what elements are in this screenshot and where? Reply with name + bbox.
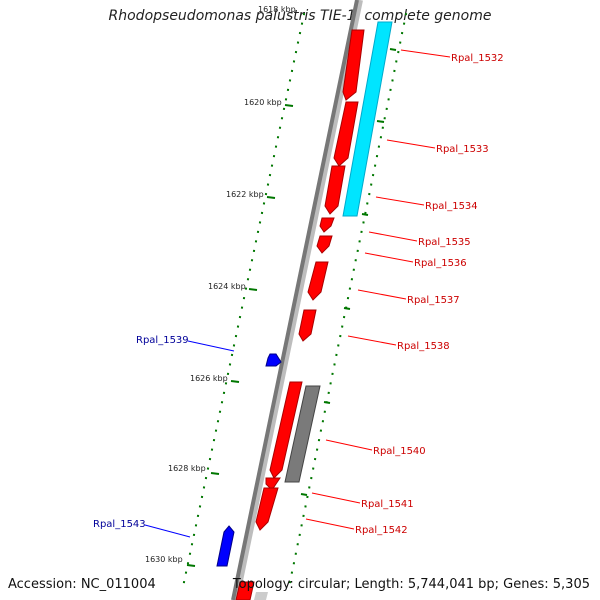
tick-1628 bbox=[210, 472, 220, 475]
gene-rpal-1539 bbox=[265, 353, 282, 367]
gene-rpal-1540 bbox=[269, 381, 303, 479]
backbone-shadow bbox=[233, 0, 363, 600]
gene-bottom bbox=[235, 581, 255, 600]
gene-label-rpal-1538: Rpal_1538 bbox=[397, 341, 450, 352]
right-tick-4 bbox=[343, 307, 351, 310]
tick-dots bbox=[182, 13, 408, 584]
tick-1626 bbox=[230, 380, 240, 383]
leader-1535 bbox=[368, 231, 418, 242]
leader-1543 bbox=[144, 524, 191, 538]
right-tick-5 bbox=[323, 401, 331, 404]
topology-text: Topology: circular; Length: 5,744,041 bp… bbox=[232, 577, 590, 592]
major-ticks bbox=[186, 48, 397, 567]
gene-rpal-1535 bbox=[319, 217, 335, 233]
kbp-label-1628: 1628 kbp bbox=[168, 464, 206, 473]
leader-1537 bbox=[357, 289, 407, 300]
kbp-label-1624: 1624 kbp bbox=[208, 282, 246, 291]
gene-label-rpal-1540: Rpal_1540 bbox=[373, 446, 426, 457]
tick-1620 bbox=[284, 104, 294, 107]
right-tick-2 bbox=[376, 120, 385, 123]
right-tick-6 bbox=[300, 493, 308, 496]
kbp-label-1630: 1630 kbp bbox=[145, 555, 183, 564]
gene-label-rpal-1543: Rpal_1543 bbox=[93, 519, 146, 530]
map-title: Rhodopseudomonas palustris TIE-1, comple… bbox=[108, 8, 492, 24]
leader-1536 bbox=[364, 252, 414, 263]
leader-1542 bbox=[305, 518, 355, 530]
gene-label-rpal-1542: Rpal_1542 bbox=[355, 525, 408, 536]
tick-1622 bbox=[266, 196, 276, 199]
kbp-label-1618: 1618 kbp bbox=[258, 5, 296, 14]
gene-label-rpal-1541: Rpal_1541 bbox=[361, 499, 414, 510]
gene-rpal-1534 bbox=[324, 165, 346, 215]
gene-rpal-1533 bbox=[333, 101, 359, 167]
other-feature bbox=[284, 385, 321, 483]
gene-rpal-1543 bbox=[216, 525, 235, 567]
right-tick-3 bbox=[361, 213, 369, 216]
leader-1539 bbox=[187, 340, 235, 352]
gene-rpal-1536 bbox=[316, 235, 333, 254]
forward-leaders bbox=[305, 49, 451, 530]
gene-label-rpal-1535: Rpal_1535 bbox=[418, 237, 471, 248]
leader-1534 bbox=[375, 196, 425, 206]
other-feature-bottom bbox=[254, 592, 268, 600]
leader-1532 bbox=[400, 49, 451, 58]
tick-1630 bbox=[186, 564, 196, 567]
kbp-label-1626: 1626 kbp bbox=[190, 374, 228, 383]
tick-1624 bbox=[248, 288, 258, 291]
gene-rpal-1538 bbox=[298, 309, 317, 342]
gene-label-rpal-1536: Rpal_1536 bbox=[414, 258, 467, 269]
kbp-label-1620: 1620 kbp bbox=[244, 98, 282, 107]
gene-label-rpal-1532: Rpal_1532 bbox=[451, 53, 504, 64]
leader-1540 bbox=[325, 439, 373, 451]
reverse-leaders bbox=[144, 340, 235, 538]
gene-label-rpal-1537: Rpal_1537 bbox=[407, 295, 460, 306]
gene-rpal-1532 bbox=[342, 29, 365, 101]
gene-rpal-1541 bbox=[265, 477, 281, 491]
leader-1538 bbox=[347, 335, 397, 346]
gene-label-rpal-1539: Rpal_1539 bbox=[136, 335, 189, 346]
gene-label-rpal-1534: Rpal_1534 bbox=[425, 201, 478, 212]
accession-text: Accession: NC_011004 bbox=[8, 577, 156, 592]
leader-1541 bbox=[311, 492, 361, 504]
right-tick-1 bbox=[389, 48, 397, 51]
rna-feature bbox=[342, 21, 393, 217]
gene-rpal-1542 bbox=[255, 487, 279, 531]
kbp-label-1622: 1622 kbp bbox=[226, 190, 264, 199]
backbone bbox=[231, 0, 359, 600]
gene-rpal-1537 bbox=[307, 261, 329, 301]
gene-label-rpal-1533: Rpal_1533 bbox=[436, 144, 489, 155]
leader-1533 bbox=[386, 139, 436, 149]
